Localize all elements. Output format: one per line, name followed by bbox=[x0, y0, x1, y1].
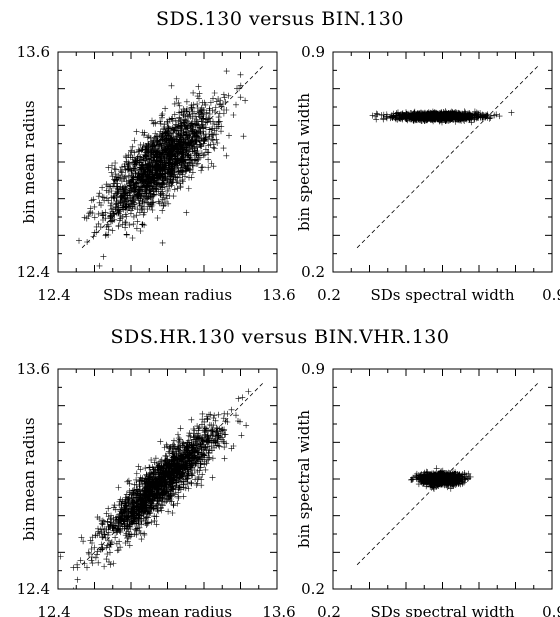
scatter-panel-3: 13.6 12.4 12.4 13.6 SDs mean radius bin mean … bbox=[17, 360, 296, 617]
x-tick-label-max: 13.6 bbox=[262, 286, 295, 304]
scatter-panel-1: 13.6 12.4 12.4 13.6 SDs mean radius bin mean … bbox=[17, 43, 296, 304]
x-tick-label-min: 12.4 bbox=[37, 603, 70, 617]
x-tick-label-min: 0.2 bbox=[317, 286, 341, 304]
y-tick-label-min: 12.4 bbox=[17, 263, 50, 281]
y-axis-label: bin spectral width bbox=[295, 410, 313, 548]
x-tick-label-max: 13.6 bbox=[262, 603, 295, 617]
x-tick-label-max: 0.9 bbox=[542, 603, 560, 617]
y-tick-label-max: 13.6 bbox=[17, 360, 50, 378]
y-tick-label-min: 0.2 bbox=[301, 263, 325, 281]
x-axis-label: SDs spectral width bbox=[371, 286, 515, 304]
y-axis-label: bin mean radius bbox=[20, 100, 38, 223]
y-axis-label: bin spectral width bbox=[295, 93, 313, 231]
chart-group-title-top: SDS.130 versus BIN.130 bbox=[156, 8, 404, 30]
y-tick-label-min: 0.2 bbox=[301, 580, 325, 598]
x-tick-label-min: 12.4 bbox=[37, 286, 70, 304]
y-tick-label-max: 0.9 bbox=[301, 360, 325, 378]
chart-group-title-bottom: SDS.HR.130 versus BIN.VHR.130 bbox=[110, 326, 450, 348]
y-tick-label-max: 0.9 bbox=[301, 43, 325, 61]
x-axis-label: SDs mean radius bbox=[103, 603, 232, 617]
x-tick-label-max: 0.9 bbox=[542, 286, 560, 304]
reference-line-y-equals-x bbox=[356, 64, 540, 249]
scatter-points bbox=[76, 68, 249, 269]
scatter-points bbox=[369, 108, 515, 126]
scatter-panel-4: 0.9 0.2 0.2 0.9 SDs spectral width bin spectr… bbox=[295, 360, 560, 617]
x-axis-label: SDs mean radius bbox=[103, 286, 232, 304]
x-axis-label: SDs spectral width bbox=[371, 603, 515, 617]
y-axis-label: bin mean radius bbox=[20, 417, 38, 540]
y-tick-label-min: 12.4 bbox=[17, 580, 50, 598]
x-tick-label-min: 0.2 bbox=[317, 603, 341, 617]
scatter-panel-2: 0.9 0.2 0.2 0.9 SDs spectral width bin spectr… bbox=[295, 43, 560, 304]
scatter-points bbox=[408, 465, 474, 492]
scatter-points bbox=[58, 388, 252, 589]
y-tick-label-max: 13.6 bbox=[17, 43, 50, 61]
